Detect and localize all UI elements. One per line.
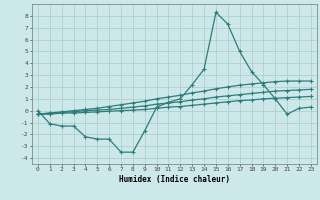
X-axis label: Humidex (Indice chaleur): Humidex (Indice chaleur)	[119, 175, 230, 184]
